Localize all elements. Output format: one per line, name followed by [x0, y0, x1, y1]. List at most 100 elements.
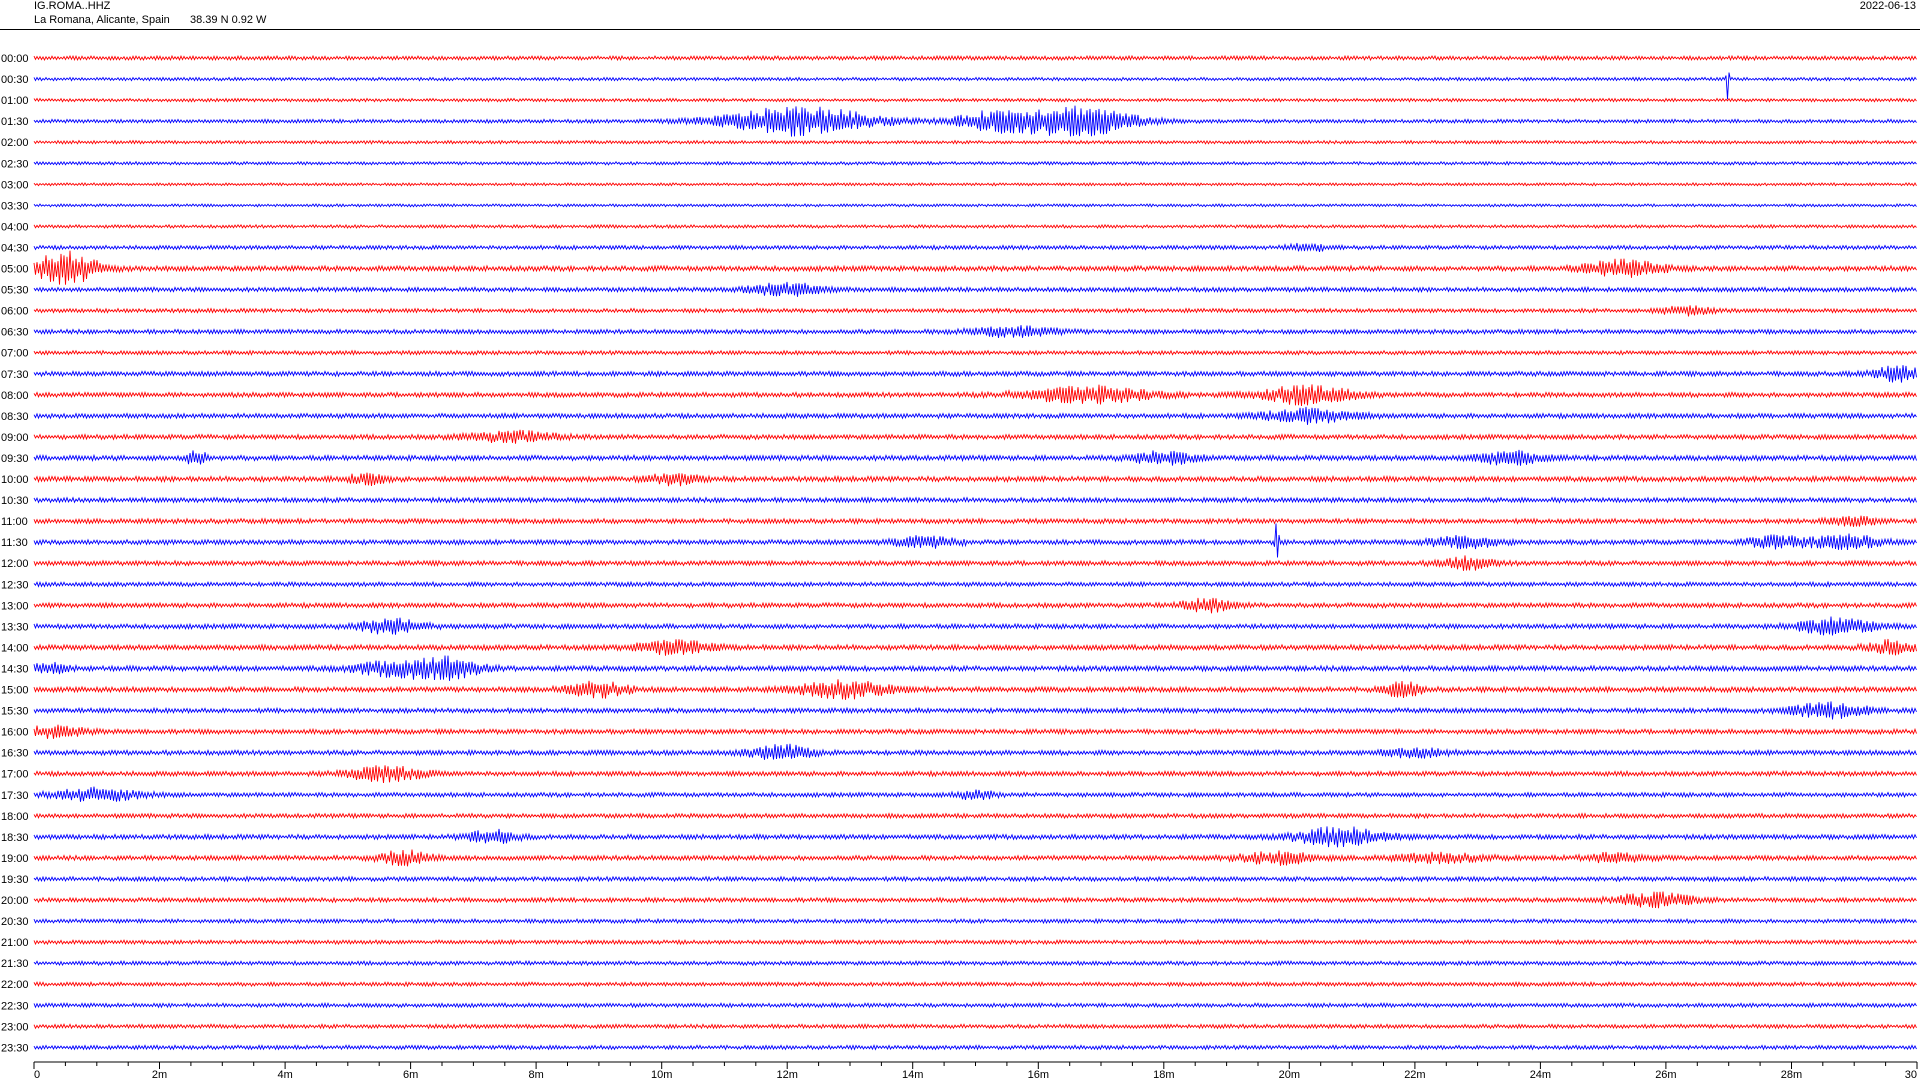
row-label-1600: 16:00 — [1, 727, 29, 739]
x-tick-label: 14m — [902, 1069, 923, 1080]
trace-1130 — [33, 523, 1917, 558]
trace-1900 — [33, 849, 1917, 867]
row-label-0700: 07:00 — [1, 348, 29, 360]
row-label-2230: 22:30 — [1, 1000, 29, 1012]
row-label-1030: 10:30 — [1, 495, 29, 507]
trace-1830 — [33, 826, 1917, 848]
trace-0100 — [33, 97, 1917, 103]
row-label-1330: 13:30 — [1, 621, 29, 633]
trace-0530 — [33, 281, 1917, 297]
row-label-0530: 05:30 — [1, 285, 29, 297]
top-rule — [0, 29, 1920, 30]
trace-0800 — [33, 384, 1917, 406]
row-label-1900: 19:00 — [1, 853, 29, 865]
trace-0230 — [33, 160, 1917, 166]
x-tick-label: 8m — [528, 1069, 543, 1080]
row-label-2030: 20:30 — [1, 916, 29, 928]
trace-1100 — [33, 515, 1917, 527]
x-tick-label: 12m — [776, 1069, 797, 1080]
trace-1430 — [33, 655, 1917, 681]
row-label-0100: 01:00 — [1, 95, 29, 107]
row-label-0000: 00:00 — [1, 53, 29, 65]
x-tick-label: 22m — [1404, 1069, 1425, 1080]
x-tick-label: 30 — [1905, 1069, 1917, 1080]
row-label-0030: 00:30 — [1, 74, 29, 86]
trace-1930 — [33, 875, 1917, 883]
row-label-1430: 14:30 — [1, 664, 29, 676]
trace-0200 — [33, 139, 1917, 145]
row-label-1630: 16:30 — [1, 748, 29, 760]
trace-2330 — [33, 1044, 1917, 1051]
trace-2200 — [33, 980, 1917, 988]
trace-0500 — [33, 250, 1917, 285]
station-code: IG.ROMA..HHZ — [34, 0, 111, 12]
record-date: 2022-06-13 — [1859, 0, 1916, 12]
x-axis: 0 2m 4m 6m 8m 10m 12m 14m 16m 18m 20m 22m 24m 26m 28m 3… — [33, 1061, 1918, 1080]
trace-1230 — [33, 580, 1917, 588]
trace-1700 — [33, 765, 1917, 784]
station-location: La Romana, Alicante, Spain — [34, 14, 170, 26]
row-label-2000: 20:00 — [1, 895, 29, 907]
x-tick-label: 2m — [152, 1069, 167, 1080]
row-label-1100: 11:00 — [1, 516, 28, 528]
row-label-0630: 06:30 — [1, 327, 29, 339]
row-label-1700: 17:00 — [1, 769, 29, 781]
trace-0600 — [33, 305, 1917, 317]
trace-0900 — [33, 429, 1917, 444]
trace-0300 — [33, 181, 1917, 187]
row-label-0930: 09:30 — [1, 453, 29, 465]
trace-2230 — [33, 1002, 1917, 1009]
trace-0930 — [33, 449, 1917, 466]
x-tick-label: 4m — [277, 1069, 292, 1080]
x-tick-label: 24m — [1530, 1069, 1551, 1080]
row-label-0430: 04:30 — [1, 243, 29, 255]
row-label-0800: 08:00 — [1, 390, 29, 402]
trace-1400 — [33, 638, 1917, 656]
x-tick-label: 26m — [1655, 1069, 1676, 1080]
x-tick-label: 20m — [1279, 1069, 1300, 1080]
row-label-2300: 23:00 — [1, 1021, 29, 1033]
trace-1000 — [33, 472, 1917, 487]
helicorder-plot: 00:00 00:30 01:00 01:30 02:00 02:30 03:00 03:30… — [0, 30, 1920, 1080]
row-label-0330: 03:30 — [1, 200, 29, 212]
trace-1200 — [33, 555, 1917, 571]
trace-0430 — [33, 242, 1917, 253]
row-label-2130: 21:30 — [1, 958, 29, 970]
row-label-0600: 06:00 — [1, 306, 29, 318]
x-tick-label: 6m — [403, 1069, 418, 1080]
trace-0030 — [33, 72, 1917, 100]
trace-0700 — [33, 349, 1917, 356]
trace-0330 — [33, 203, 1917, 208]
trace-2000 — [33, 891, 1917, 909]
row-label-0300: 03:00 — [1, 179, 29, 191]
trace-1730 — [33, 786, 1917, 802]
row-label-1230: 12:30 — [1, 579, 29, 591]
trace-0130 — [33, 105, 1917, 137]
trace-2030 — [33, 917, 1917, 925]
row-label-1500: 15:00 — [1, 685, 29, 697]
row-label-1830: 18:30 — [1, 832, 29, 844]
row-label-0730: 07:30 — [1, 369, 29, 381]
trace-group — [33, 54, 1917, 1051]
x-tick-label: 28m — [1781, 1069, 1802, 1080]
row-label-1530: 15:30 — [1, 706, 29, 718]
trace-0400 — [33, 223, 1917, 229]
trace-1600 — [33, 724, 1917, 739]
x-tick-label: 0 — [34, 1069, 40, 1080]
row-label-2100: 21:00 — [1, 937, 29, 949]
row-label-1130: 11:30 — [1, 537, 28, 549]
trace-0000 — [33, 54, 1917, 62]
x-tick-label: 16m — [1028, 1069, 1049, 1080]
row-label-group: 00:00 00:30 01:00 01:30 02:00 02:30 03:00 03:30… — [1, 53, 29, 1054]
trace-1530 — [33, 701, 1917, 720]
trace-2130 — [33, 959, 1917, 967]
row-label-0200: 02:00 — [1, 137, 29, 149]
trace-2300 — [33, 1023, 1917, 1030]
row-label-1730: 17:30 — [1, 790, 29, 802]
row-label-2200: 22:00 — [1, 979, 29, 991]
row-label-2330: 23:30 — [1, 1042, 29, 1054]
header: IG.ROMA..HHZ La Romana, Alicante, Spain … — [0, 0, 1920, 30]
row-label-1930: 19:30 — [1, 874, 29, 886]
trace-0630 — [33, 325, 1917, 338]
row-label-1400: 14:00 — [1, 642, 29, 654]
